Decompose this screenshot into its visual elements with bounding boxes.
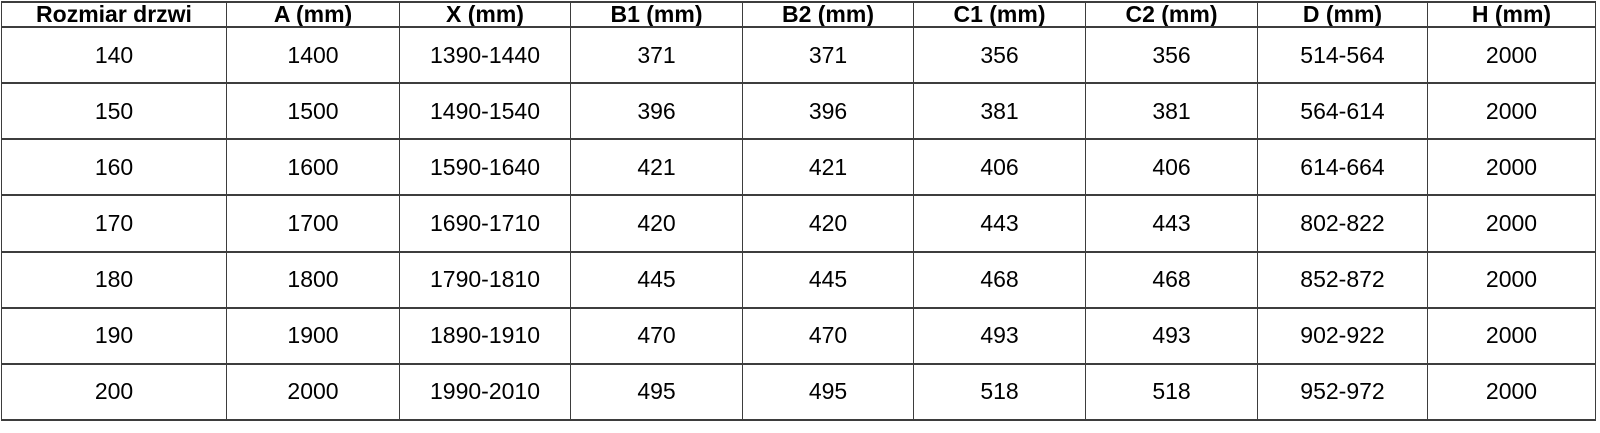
table-cell: 140 [1, 25, 227, 85]
table-cell: 495 [742, 362, 914, 422]
column-header: A (mm) [226, 1, 400, 28]
table-cell: 1490-1540 [399, 82, 571, 141]
table-cell: 2000 [1427, 194, 1596, 253]
table-cell: 200 [1, 362, 227, 422]
table-row: 140 1400 1390-1440 371 371 356 356 514-564 2000 [1, 25, 1596, 85]
table-cell: 902-922 [1257, 306, 1428, 365]
table-cell: 2000 [1427, 25, 1596, 85]
table-header-row: Rozmiar drzwi A (mm) X (mm) B1 (mm) B2 (mm) C… [1, 1, 1596, 28]
table-cell: 493 [1085, 306, 1258, 365]
table-cell: 1590-1640 [399, 138, 571, 197]
table-cell: 381 [1085, 82, 1258, 141]
table-cell: 2000 [1427, 250, 1596, 309]
table-cell: 160 [1, 138, 227, 197]
table-cell: 493 [913, 306, 1086, 365]
table-cell: 2000 [226, 362, 400, 422]
table-cell: 443 [913, 194, 1086, 253]
table-row: 190 1900 1890-1910 470 470 493 493 902-922 2000 [1, 306, 1596, 365]
table-cell: 2000 [1427, 82, 1596, 141]
table-cell: 1990-2010 [399, 362, 571, 422]
table-cell: 1390-1440 [399, 25, 571, 85]
table-cell: 614-664 [1257, 138, 1428, 197]
column-header: B1 (mm) [570, 1, 743, 28]
table-row: 170 1700 1690-1710 420 420 443 443 802-822 2000 [1, 194, 1596, 253]
table-cell: 852-872 [1257, 250, 1428, 309]
column-header: D (mm) [1257, 1, 1428, 28]
table-cell: 495 [570, 362, 743, 422]
table-cell: 1790-1810 [399, 250, 571, 309]
table-cell: 170 [1, 194, 227, 253]
column-header: C1 (mm) [913, 1, 1086, 28]
table-cell: 443 [1085, 194, 1258, 253]
table-row: 200 2000 1990-2010 495 495 518 518 952-972 2000 [1, 362, 1596, 422]
table-cell: 1600 [226, 138, 400, 197]
table-cell: 514-564 [1257, 25, 1428, 85]
table-cell: 1700 [226, 194, 400, 253]
table-cell: 470 [570, 306, 743, 365]
column-header: H (mm) [1427, 1, 1596, 28]
table-cell: 1400 [226, 25, 400, 85]
table-cell: 564-614 [1257, 82, 1428, 141]
table-cell: 371 [742, 25, 914, 85]
table-cell: 470 [742, 306, 914, 365]
table-row: 150 1500 1490-1540 396 396 381 381 564-614 2000 [1, 82, 1596, 141]
column-header: C2 (mm) [1085, 1, 1258, 28]
table-cell: 356 [1085, 25, 1258, 85]
table-row: 160 1600 1590-1640 421 421 406 406 614-664 2000 [1, 138, 1596, 197]
table-cell: 1500 [226, 82, 400, 141]
table-row: 180 1800 1790-1810 445 445 468 468 852-872 2000 [1, 250, 1596, 309]
table-cell: 1900 [226, 306, 400, 365]
table-cell: 396 [742, 82, 914, 141]
table-cell: 1890-1910 [399, 306, 571, 365]
table-cell: 371 [570, 25, 743, 85]
table-cell: 952-972 [1257, 362, 1428, 422]
table-cell: 468 [913, 250, 1086, 309]
column-header: Rozmiar drzwi [1, 1, 227, 28]
table-cell: 356 [913, 25, 1086, 85]
table-cell: 190 [1, 306, 227, 365]
table-cell: 2000 [1427, 138, 1596, 197]
table-cell: 396 [570, 82, 743, 141]
table-cell: 421 [570, 138, 743, 197]
table-cell: 1690-1710 [399, 194, 571, 253]
table-cell: 421 [742, 138, 914, 197]
table-cell: 802-822 [1257, 194, 1428, 253]
page: Rozmiar drzwi A (mm) X (mm) B1 (mm) B2 (mm) C… [0, 1, 1600, 422]
column-header: X (mm) [399, 1, 571, 28]
table-cell: 2000 [1427, 362, 1596, 422]
table-cell: 445 [742, 250, 914, 309]
table-cell: 420 [742, 194, 914, 253]
table-cell: 406 [913, 138, 1086, 197]
table-cell: 518 [1085, 362, 1258, 422]
table-cell: 406 [1085, 138, 1258, 197]
table-cell: 420 [570, 194, 743, 253]
column-header: B2 (mm) [742, 1, 914, 28]
table-cell: 468 [1085, 250, 1258, 309]
table-cell: 180 [1, 250, 227, 309]
table-cell: 518 [913, 362, 1086, 422]
table-cell: 150 [1, 82, 227, 141]
table-cell: 2000 [1427, 306, 1596, 365]
door-dimensions-table: Rozmiar drzwi A (mm) X (mm) B1 (mm) B2 (mm) C… [1, 1, 1596, 422]
table-cell: 1800 [226, 250, 400, 309]
table-cell: 445 [570, 250, 743, 309]
table-cell: 381 [913, 82, 1086, 141]
